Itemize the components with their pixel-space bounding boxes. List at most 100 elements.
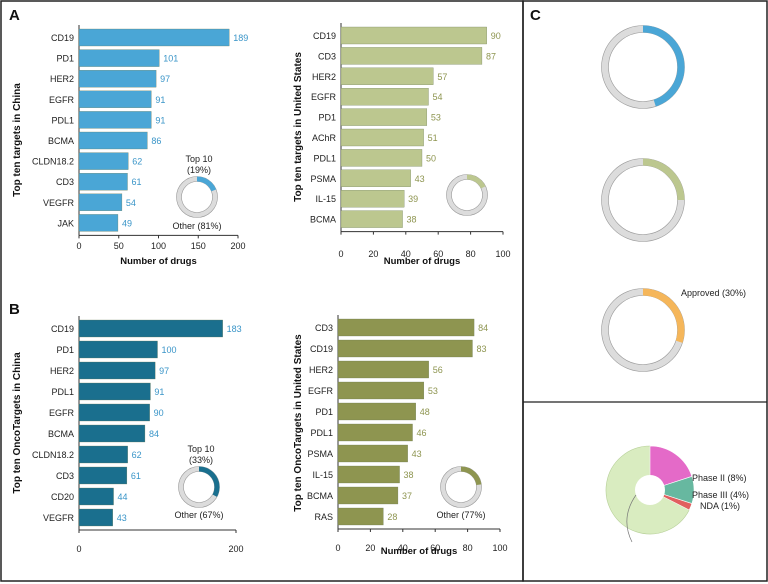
chart-onco-targets-china: CD19 183 PD1 100 HER2 97 PDL1 91 EGFR 90 BCMA 84 CLD… — [12, 316, 244, 554]
value-label: 61 — [131, 177, 141, 187]
value-label: 48 — [420, 407, 430, 417]
value-label: 97 — [159, 366, 169, 376]
category-label: CD3 — [318, 51, 336, 61]
bar-her2 — [340, 67, 434, 85]
x-tick-label: 100 — [151, 241, 166, 251]
value-label: 50 — [426, 153, 436, 163]
category-label: PDL1 — [51, 387, 74, 397]
category-label: PD1 — [318, 113, 336, 123]
value-label: 100 — [162, 345, 177, 355]
value-label: 51 — [428, 133, 438, 143]
bar-pdl1 — [340, 149, 423, 167]
value-label: 61 — [131, 471, 141, 481]
value-label: 53 — [428, 386, 438, 396]
bar-bcma — [337, 486, 399, 505]
x-tick-label: 20 — [365, 543, 375, 553]
bar-achr — [340, 128, 424, 147]
value-label: 44 — [118, 492, 128, 502]
value-label: 54 — [432, 92, 442, 102]
x-tick-label: 60 — [430, 543, 440, 553]
category-label: CD20 — [51, 492, 74, 502]
category-label: CD19 — [51, 33, 74, 43]
bar-il-15 — [340, 190, 405, 208]
donut-top-label: (33%) — [189, 455, 213, 465]
panel-label-c: C — [530, 7, 541, 24]
inset-ring-arc — [460, 466, 482, 486]
category-label: PD1 — [56, 54, 74, 64]
x-tick-label: 40 — [401, 249, 411, 259]
bar-cd20 — [78, 487, 114, 506]
bar-cd3 — [78, 466, 128, 485]
value-label: 86 — [151, 136, 161, 146]
value-label: 87 — [486, 51, 496, 61]
category-label: BCMA — [310, 215, 336, 225]
category-label: CD3 — [315, 323, 333, 333]
x-tick-label: 0 — [338, 249, 343, 259]
bar-psma — [340, 169, 411, 187]
donut-top-label: Top 10 — [187, 444, 214, 454]
x-tick-label: 100 — [492, 543, 507, 553]
y-axis-title: Top ten OncoTargets in United States — [293, 334, 304, 512]
category-label: CD3 — [56, 177, 74, 187]
c-ring-label: Approved (30%) — [681, 288, 746, 298]
value-label: 37 — [402, 491, 412, 501]
category-label: PD1 — [315, 407, 333, 417]
value-label: 189 — [233, 33, 248, 43]
c-ring-3-ring-outline-inner — [608, 295, 678, 365]
x-axis-title: Number of drugs — [381, 546, 458, 557]
value-label: 53 — [431, 113, 441, 123]
bar-vegfr — [78, 508, 113, 527]
category-label: BCMA — [48, 136, 74, 146]
bar-ras — [337, 507, 384, 526]
x-tick-label: 200 — [230, 241, 245, 251]
value-label: 43 — [117, 513, 127, 523]
x-tick-label: 0 — [76, 544, 81, 554]
category-label: VEGFR — [43, 513, 75, 523]
category-label: RAS — [314, 512, 333, 522]
value-label: 90 — [491, 31, 501, 41]
x-tick-label: 80 — [463, 543, 473, 553]
category-label: PSMA — [307, 449, 333, 459]
x-tick-label: 150 — [191, 241, 206, 251]
inset-ring-arc — [196, 176, 217, 192]
x-tick-label: 50 — [114, 241, 124, 251]
value-label: 83 — [476, 344, 486, 354]
bar-cd3 — [337, 318, 475, 337]
category-label: PD1 — [56, 345, 74, 355]
category-label: CD19 — [51, 324, 74, 334]
bar-her2 — [337, 360, 429, 379]
category-label: CLDN18.2 — [32, 450, 74, 460]
category-label: IL-15 — [315, 194, 336, 204]
bar-pd1 — [340, 108, 428, 126]
category-label: EGFR — [49, 408, 75, 418]
value-label: 62 — [132, 450, 142, 460]
x-tick-label: 200 — [228, 544, 243, 554]
inset-ring-arc — [466, 174, 486, 189]
x-tick-label: 0 — [76, 241, 81, 251]
x-tick-label: 100 — [495, 249, 510, 259]
category-label: CD19 — [310, 344, 333, 354]
pie-slice-phase-ii — [649, 445, 693, 491]
category-label: AChR — [312, 133, 337, 143]
value-label: 39 — [408, 194, 418, 204]
category-label: CD19 — [313, 31, 336, 41]
bar-her2 — [78, 361, 156, 380]
bar-cd19 — [78, 319, 223, 338]
category-label: PDL1 — [51, 115, 74, 125]
chart-top-targets-china: CD19 189 PD1 101 HER2 97 EGFR 91 PDL1 91 BCMA 86 CLD… — [12, 25, 248, 267]
donut-bottom-label: Other (77%) — [436, 510, 485, 520]
value-label: 84 — [478, 323, 488, 333]
y-axis-title: Top ten targets in China — [12, 83, 23, 197]
panel-c-phase-pie: Phase II (8%) Phase III (4%)NDA (1%) — [605, 445, 749, 543]
value-label: 91 — [154, 387, 164, 397]
value-label: 54 — [126, 198, 136, 208]
value-label: 90 — [154, 408, 164, 418]
bar-cd3 — [340, 47, 483, 65]
inset-ring-outline-inner — [445, 471, 477, 503]
category-label: EGFR — [308, 386, 334, 396]
x-tick-label: 20 — [368, 249, 378, 259]
x-tick-label: 40 — [398, 543, 408, 553]
category-label: VEGFR — [43, 198, 75, 208]
c-ring-1-ring-outline-inner — [608, 32, 678, 102]
